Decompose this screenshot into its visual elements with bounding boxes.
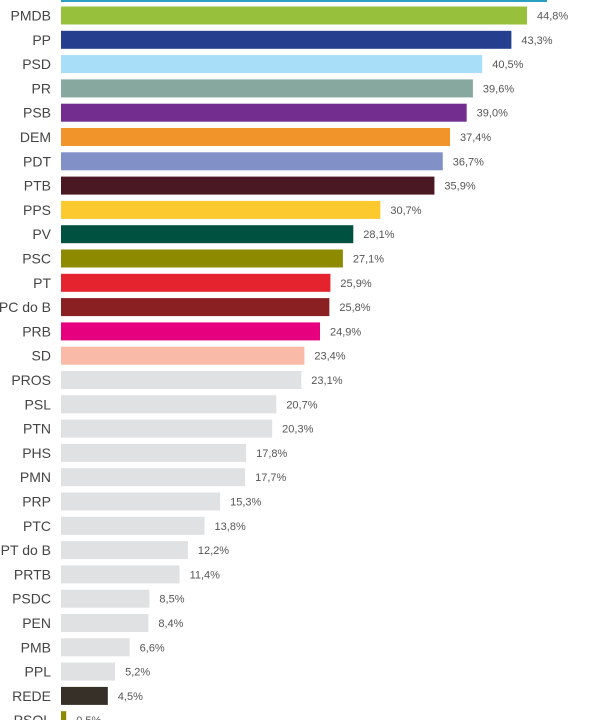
value-label: 44,8% <box>537 11 568 23</box>
value-label: 0,5% <box>76 715 101 720</box>
category-label: PPS <box>23 202 51 218</box>
category-label: PTN <box>23 421 51 437</box>
value-label: 13,8% <box>215 521 246 533</box>
category-label: PSD <box>22 56 51 72</box>
value-label: 43,3% <box>521 35 552 47</box>
category-label: PTC <box>23 518 51 534</box>
bar[interactable] <box>61 371 302 389</box>
value-label: 8,4% <box>158 618 183 630</box>
bar[interactable] <box>61 443 247 462</box>
bar[interactable] <box>61 79 473 98</box>
category-label: DEM <box>20 129 51 145</box>
category-label: PP <box>32 32 51 48</box>
bar[interactable] <box>61 711 67 720</box>
bar[interactable] <box>61 662 116 681</box>
category-label: PEN <box>22 615 51 631</box>
value-label: 23,4% <box>314 351 345 363</box>
category-label: SD <box>32 348 51 364</box>
category-label: PC do B <box>0 299 51 315</box>
bar[interactable] <box>61 638 130 657</box>
value-label: 20,3% <box>282 424 313 436</box>
category-label: PRTB <box>14 566 51 582</box>
value-label: 20,7% <box>286 399 317 411</box>
value-label: 4,5% <box>118 691 143 703</box>
value-label: 24,9% <box>330 326 361 338</box>
value-label: 6,6% <box>140 642 165 654</box>
bar[interactable] <box>61 298 330 317</box>
value-label: 36,7% <box>453 156 484 168</box>
bar[interactable] <box>61 686 108 705</box>
category-label: PMN <box>20 469 51 485</box>
value-label: 30,7% <box>390 205 421 217</box>
category-label: PROS <box>11 372 51 388</box>
bar[interactable] <box>61 200 381 219</box>
value-label: 17,8% <box>256 448 287 460</box>
value-label: 28,1% <box>363 229 394 241</box>
bar[interactable] <box>61 589 150 608</box>
bar[interactable] <box>61 273 331 292</box>
category-label: PR <box>32 80 51 96</box>
value-label: 25,9% <box>340 278 371 290</box>
value-label: 23,1% <box>311 375 342 387</box>
category-label: PMB <box>21 639 51 655</box>
value-label: 11,4% <box>190 569 221 581</box>
clipped-bar-top <box>61 0 547 2</box>
category-label: PPL <box>25 664 52 680</box>
value-label: 39,0% <box>477 108 508 120</box>
category-label: PSB <box>23 105 51 121</box>
bar[interactable] <box>61 322 321 341</box>
value-label: 27,1% <box>353 254 384 266</box>
value-label: 15,3% <box>230 497 261 509</box>
bar[interactable] <box>61 128 451 146</box>
value-label: 5,2% <box>125 667 150 679</box>
bar[interactable] <box>61 516 205 535</box>
category-label: REDE <box>12 688 51 704</box>
value-label: 17,7% <box>255 472 286 484</box>
category-label: PRP <box>22 494 51 510</box>
bar[interactable] <box>61 103 467 122</box>
category-label: PHS <box>22 445 51 461</box>
value-label: 35,9% <box>444 181 475 193</box>
category-label: PRB <box>22 323 51 339</box>
value-label: 39,6% <box>483 83 514 95</box>
bar[interactable] <box>61 468 246 487</box>
bars-group: PMDB 44,8% PP 43,3% PSD 40,5% PR 39,6% PSB 39,0% D… <box>0 0 568 720</box>
bar[interactable] <box>61 346 305 365</box>
category-label: PSDC <box>12 591 51 607</box>
bar[interactable] <box>61 225 354 244</box>
bar[interactable] <box>61 176 435 195</box>
category-label: PV <box>32 226 51 242</box>
category-label: PSL <box>25 396 52 412</box>
bar[interactable] <box>61 541 188 560</box>
value-label: 8,5% <box>159 594 184 606</box>
category-label: PSC <box>22 251 51 267</box>
bar[interactable] <box>61 30 512 49</box>
bar[interactable] <box>61 249 343 268</box>
bar[interactable] <box>61 419 273 438</box>
bar[interactable] <box>61 614 149 632</box>
value-label: 37,4% <box>460 132 491 144</box>
bar[interactable] <box>61 492 221 511</box>
category-label: PDT <box>23 153 51 169</box>
bar[interactable] <box>61 565 180 584</box>
bar[interactable] <box>61 6 527 25</box>
category-label: PSOL <box>14 712 52 720</box>
category-label: PT do B <box>1 542 51 558</box>
value-label: 40,5% <box>492 59 523 71</box>
bar[interactable] <box>61 152 443 171</box>
category-label: PT <box>33 275 51 291</box>
category-label: PTB <box>24 178 51 194</box>
bar[interactable] <box>61 395 277 414</box>
value-label: 25,8% <box>339 302 370 314</box>
category-label: PMDB <box>11 8 51 24</box>
value-label: 12,2% <box>198 545 229 557</box>
bar[interactable] <box>61 55 483 74</box>
